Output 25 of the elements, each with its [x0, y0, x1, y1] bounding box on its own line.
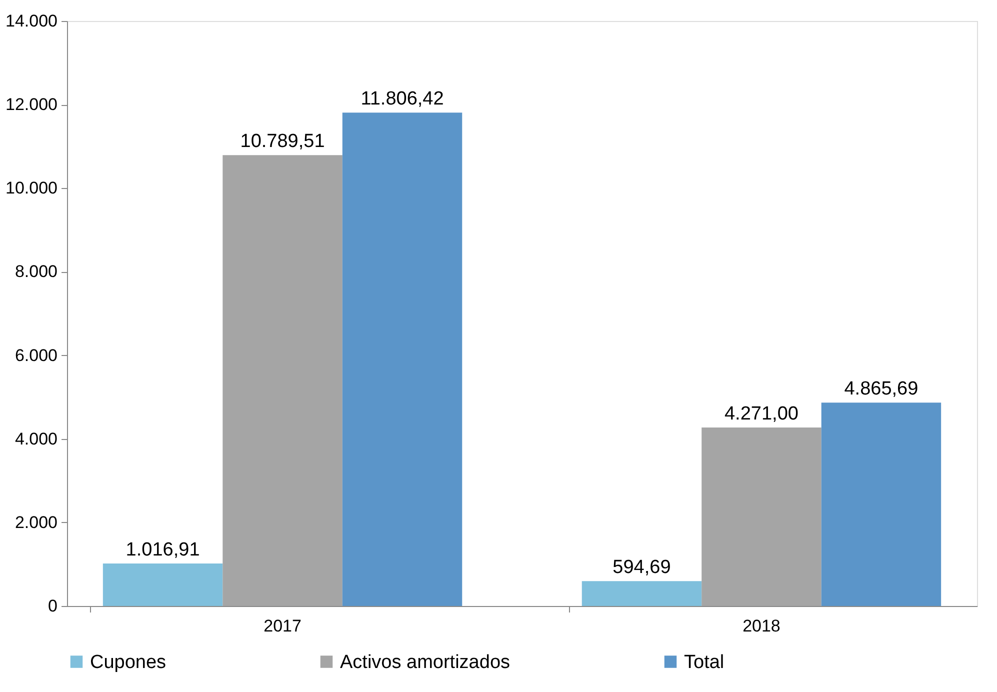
- bar: [582, 581, 702, 606]
- y-tick-label: 12.000: [6, 95, 58, 114]
- data-label: 10.789,51: [240, 131, 325, 152]
- data-label: 594,69: [612, 557, 671, 578]
- data-label: 1.016,91: [126, 540, 200, 561]
- y-tick-label: 10.000: [6, 178, 58, 198]
- bar: [702, 428, 822, 606]
- y-tick-label: 8.000: [14, 262, 58, 282]
- legend-label: Cupones: [90, 652, 166, 673]
- y-tick-label: 0: [48, 596, 58, 616]
- x-tick-label: 2017: [264, 616, 302, 636]
- legend-label: Total: [684, 652, 724, 673]
- data-label: 4.865,69: [844, 378, 918, 400]
- x-tick-label: 2018: [742, 616, 780, 636]
- data-label: 11.806,42: [360, 88, 444, 110]
- bar: [222, 155, 342, 606]
- y-tick-label: 2.000: [14, 512, 58, 532]
- bar: [821, 402, 942, 606]
- y-tick-label: 14.000: [6, 12, 58, 30]
- y-tick-label: 4.000: [14, 429, 58, 448]
- bar: [342, 112, 462, 606]
- data-label: 4.271,00: [724, 404, 798, 425]
- bar: [102, 564, 223, 606]
- legend-label: Activos amortizados: [340, 652, 510, 673]
- y-tick-label: 6.000: [14, 346, 58, 365]
